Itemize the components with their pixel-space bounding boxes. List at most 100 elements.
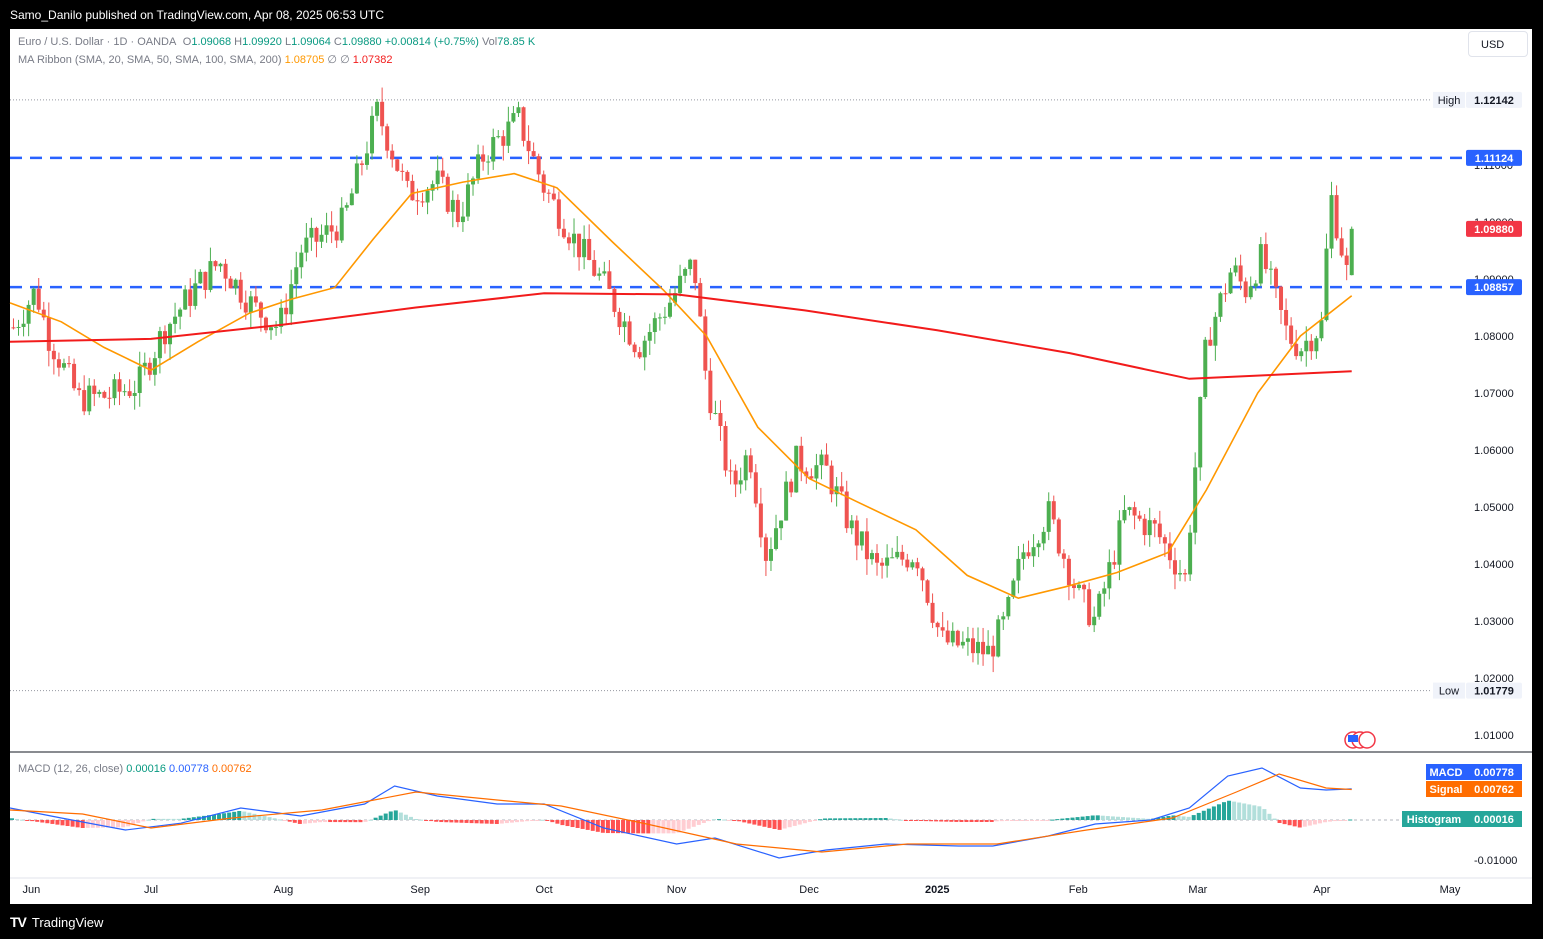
candle[interactable] bbox=[1213, 312, 1218, 361]
candle[interactable] bbox=[1087, 582, 1092, 628]
candle[interactable] bbox=[1031, 534, 1036, 567]
candle[interactable] bbox=[97, 389, 102, 398]
candle[interactable] bbox=[41, 301, 46, 321]
candle[interactable] bbox=[198, 269, 203, 284]
candle[interactable] bbox=[56, 352, 61, 377]
candle[interactable] bbox=[1097, 591, 1102, 620]
candle[interactable] bbox=[117, 372, 122, 406]
candle[interactable] bbox=[193, 269, 198, 310]
candle[interactable] bbox=[849, 515, 854, 535]
candle[interactable] bbox=[132, 380, 137, 410]
candle[interactable] bbox=[627, 315, 632, 346]
candle[interactable] bbox=[1228, 268, 1233, 295]
candle[interactable] bbox=[965, 626, 970, 656]
candle[interactable] bbox=[506, 106, 511, 153]
candle[interactable] bbox=[248, 290, 253, 328]
candle[interactable] bbox=[294, 251, 299, 299]
candle[interactable] bbox=[496, 130, 501, 139]
candle[interactable] bbox=[955, 629, 960, 648]
candle[interactable] bbox=[67, 356, 72, 368]
candle[interactable] bbox=[1238, 254, 1243, 291]
candle[interactable] bbox=[223, 259, 228, 292]
candle[interactable] bbox=[445, 173, 450, 214]
candle[interactable] bbox=[460, 201, 465, 232]
candle[interactable] bbox=[1334, 185, 1339, 241]
candle[interactable] bbox=[1294, 329, 1299, 360]
candle[interactable] bbox=[683, 267, 688, 284]
candle[interactable] bbox=[895, 536, 900, 560]
candle[interactable] bbox=[733, 464, 738, 498]
candle[interactable] bbox=[213, 260, 218, 271]
candle[interactable] bbox=[405, 170, 410, 188]
candle[interactable] bbox=[561, 218, 566, 239]
candle[interactable] bbox=[1208, 327, 1213, 347]
candle[interactable] bbox=[910, 559, 915, 570]
candle[interactable] bbox=[981, 627, 986, 666]
candle[interactable] bbox=[768, 537, 773, 571]
candle[interactable] bbox=[203, 271, 208, 299]
candle[interactable] bbox=[950, 622, 955, 647]
candle[interactable] bbox=[450, 190, 455, 228]
candle[interactable] bbox=[1046, 492, 1051, 541]
candle[interactable] bbox=[1223, 283, 1228, 302]
candle[interactable] bbox=[859, 531, 864, 551]
candle[interactable] bbox=[920, 566, 925, 592]
candle[interactable] bbox=[1309, 334, 1314, 360]
candle[interactable] bbox=[178, 307, 183, 330]
candle[interactable] bbox=[864, 518, 869, 575]
candle[interactable] bbox=[577, 233, 582, 271]
candle[interactable] bbox=[652, 312, 657, 344]
candle[interactable] bbox=[536, 153, 541, 183]
candle[interactable] bbox=[1036, 540, 1041, 558]
candle[interactable] bbox=[51, 343, 56, 375]
candle[interactable] bbox=[359, 160, 364, 176]
candle[interactable] bbox=[435, 155, 440, 191]
candle[interactable] bbox=[218, 262, 223, 272]
candle[interactable] bbox=[334, 225, 339, 248]
ma20-line[interactable] bbox=[9, 172, 1353, 600]
candle[interactable] bbox=[440, 157, 445, 184]
candle[interactable] bbox=[829, 460, 834, 503]
candle[interactable] bbox=[152, 351, 157, 386]
candle[interactable] bbox=[1178, 559, 1183, 582]
candle[interactable] bbox=[905, 553, 910, 572]
candle[interactable] bbox=[1041, 526, 1046, 551]
candle[interactable] bbox=[809, 468, 814, 479]
candle[interactable] bbox=[1279, 285, 1284, 325]
candle[interactable] bbox=[31, 287, 36, 313]
candle[interactable] bbox=[1021, 543, 1026, 570]
candle[interactable] bbox=[1092, 606, 1097, 633]
candle[interactable] bbox=[486, 155, 491, 175]
ma200-line[interactable] bbox=[9, 292, 1352, 380]
candle[interactable] bbox=[880, 557, 885, 579]
candle[interactable] bbox=[46, 302, 51, 367]
candle[interactable] bbox=[284, 293, 289, 325]
candle[interactable] bbox=[1304, 326, 1309, 367]
symbol-name[interactable]: Euro / U.S. Dollar · 1D · OANDA bbox=[18, 36, 176, 48]
candle[interactable] bbox=[430, 180, 435, 201]
candle[interactable] bbox=[612, 287, 617, 318]
candle[interactable] bbox=[526, 125, 531, 165]
candle[interactable] bbox=[481, 145, 486, 171]
candle[interactable] bbox=[622, 312, 627, 343]
candle[interactable] bbox=[617, 307, 622, 335]
candle[interactable] bbox=[455, 194, 460, 228]
candle[interactable] bbox=[420, 192, 425, 207]
candle[interactable] bbox=[274, 320, 279, 336]
macd-line[interactable] bbox=[9, 767, 1352, 859]
candle[interactable] bbox=[1172, 547, 1177, 590]
candle[interactable] bbox=[688, 258, 693, 276]
candle[interactable] bbox=[1324, 233, 1329, 322]
candle[interactable] bbox=[1056, 517, 1061, 557]
candle[interactable] bbox=[1258, 237, 1263, 287]
candle[interactable] bbox=[1339, 227, 1344, 258]
candle[interactable] bbox=[758, 487, 763, 548]
candle[interactable] bbox=[1066, 555, 1071, 601]
candle[interactable] bbox=[279, 299, 284, 334]
candle[interactable] bbox=[511, 106, 516, 123]
candle[interactable] bbox=[1233, 257, 1238, 277]
candle[interactable] bbox=[21, 309, 26, 337]
candle[interactable] bbox=[1253, 280, 1258, 291]
candle[interactable] bbox=[253, 286, 258, 307]
candle[interactable] bbox=[395, 158, 400, 172]
